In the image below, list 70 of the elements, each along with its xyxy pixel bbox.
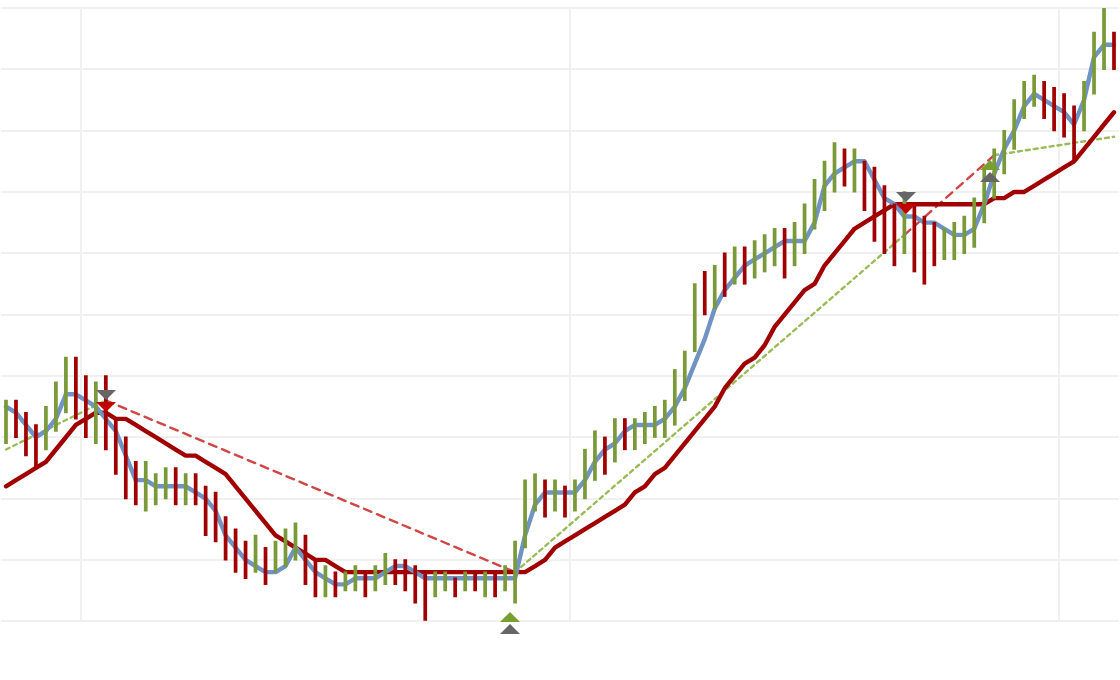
candlestick bbox=[922, 215, 927, 285]
candlestick bbox=[543, 479, 547, 518]
candlestick bbox=[433, 571, 438, 598]
candlestick bbox=[712, 264, 717, 310]
candlestick bbox=[93, 381, 98, 445]
candlestick bbox=[463, 571, 468, 592]
candlestick bbox=[672, 369, 677, 426]
candlestick bbox=[123, 436, 128, 500]
candlestick bbox=[742, 246, 747, 285]
candlestick bbox=[722, 252, 727, 297]
candlestick bbox=[652, 405, 657, 438]
candlestick bbox=[64, 356, 68, 414]
candlestick bbox=[4, 399, 8, 445]
candlestick bbox=[74, 356, 78, 420]
candlestick bbox=[1092, 31, 1096, 95]
candlestick bbox=[193, 473, 198, 506]
candlestick bbox=[563, 485, 567, 518]
candlestick bbox=[603, 436, 607, 475]
candlestick bbox=[682, 350, 687, 402]
candlestick bbox=[513, 540, 517, 604]
candlestick bbox=[1052, 87, 1056, 132]
candlestick bbox=[113, 418, 118, 475]
candlestick bbox=[1012, 99, 1017, 150]
candlestick bbox=[533, 473, 537, 512]
candlestick bbox=[583, 448, 587, 500]
candlestick bbox=[573, 479, 577, 512]
candlestick bbox=[952, 221, 957, 261]
candlestick bbox=[932, 221, 937, 267]
candlestick bbox=[1002, 129, 1007, 175]
candlestick bbox=[153, 473, 158, 506]
candlestick bbox=[443, 571, 448, 592]
candlestick bbox=[1022, 80, 1027, 120]
candlestick bbox=[1062, 93, 1066, 138]
candlestick bbox=[44, 405, 48, 451]
candlestick bbox=[483, 571, 487, 598]
candlestick bbox=[962, 215, 967, 254]
candlestick bbox=[503, 565, 507, 592]
candlestick bbox=[34, 424, 38, 469]
candlestick bbox=[383, 553, 388, 586]
candlestick bbox=[453, 577, 458, 598]
candlestick bbox=[942, 228, 947, 261]
candlestick bbox=[642, 412, 647, 445]
candlestick bbox=[593, 430, 597, 481]
candlestick bbox=[633, 418, 637, 451]
candlestick bbox=[24, 412, 28, 457]
candlestick bbox=[163, 467, 168, 500]
candlestick bbox=[1112, 31, 1116, 70]
candlestick bbox=[702, 271, 707, 316]
candlestick bbox=[1032, 74, 1037, 107]
candlestick bbox=[523, 479, 527, 549]
candlestick bbox=[613, 418, 617, 463]
candlestick bbox=[623, 418, 627, 451]
candlestick bbox=[662, 399, 667, 438]
candlestick bbox=[752, 240, 757, 279]
candlestick bbox=[143, 461, 148, 512]
candlestick bbox=[982, 166, 987, 224]
candlestick bbox=[972, 197, 977, 248]
candlestick bbox=[183, 473, 188, 506]
candlestick bbox=[133, 461, 138, 506]
candlestick bbox=[1042, 80, 1046, 120]
candlestick bbox=[54, 381, 58, 432]
candlestick bbox=[732, 246, 737, 285]
candlestick bbox=[14, 399, 18, 438]
candlestick bbox=[173, 467, 178, 506]
candlestick bbox=[373, 565, 378, 592]
candlestick bbox=[692, 283, 697, 353]
candlestick bbox=[553, 479, 557, 512]
candlestick bbox=[1082, 80, 1086, 132]
candlestick bbox=[1102, 8, 1106, 70]
candlestick bbox=[83, 375, 88, 438]
